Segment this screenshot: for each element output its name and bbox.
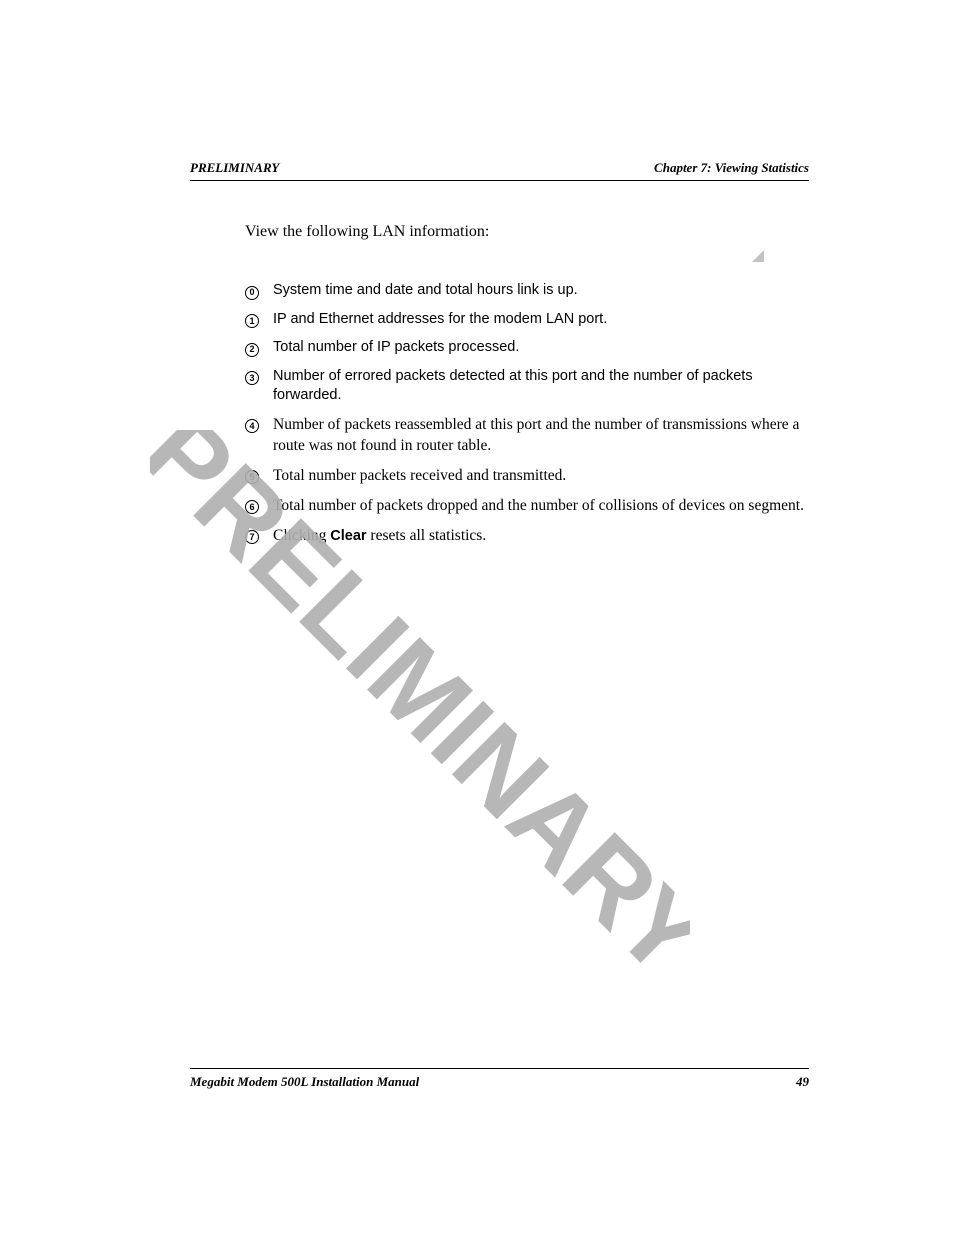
item-text: Clicking Clear resets all statistics. — [273, 526, 809, 547]
bullet-icon: 3 — [245, 367, 273, 386]
header-left-text: PRELIMINARY — [190, 160, 279, 176]
footer-left-text: Megabit Modem 500L Installation Manual — [190, 1074, 419, 1090]
bullet-icon: 5 — [245, 466, 273, 485]
info-list: 0 System time and date and total hours l… — [245, 281, 809, 546]
list-item: 2 Total number of IP packets processed. — [245, 338, 809, 358]
item-text: Total number of packets dropped and the … — [273, 496, 809, 517]
item-text: Number of errored packets detected at th… — [273, 367, 809, 406]
footer-page-number: 49 — [796, 1074, 809, 1090]
item-text: Total number packets received and transm… — [273, 466, 809, 487]
list-item: 6 Total number of packets dropped and th… — [245, 496, 809, 517]
list-item: 1 IP and Ethernet addresses for the mode… — [245, 310, 809, 330]
page-header: PRELIMINARY Chapter 7: Viewing Statistic… — [190, 160, 809, 181]
resize-handle-icon — [752, 250, 764, 262]
item-text-bold: Clear — [330, 528, 366, 544]
page-container: PRELIMINARY Chapter 7: Viewing Statistic… — [0, 0, 954, 1235]
bullet-icon: 0 — [245, 281, 273, 300]
bullet-icon: 7 — [245, 526, 273, 545]
item-text: Number of packets reassembled at this po… — [273, 415, 809, 457]
item-text-pre: Clicking — [273, 527, 330, 544]
item-text: System time and date and total hours lin… — [273, 281, 809, 301]
item-text: Total number of IP packets processed. — [273, 338, 809, 358]
bullet-icon: 4 — [245, 415, 273, 434]
list-item: 3 Number of errored packets detected at … — [245, 367, 809, 406]
bullet-icon: 2 — [245, 338, 273, 357]
bullet-icon: 1 — [245, 310, 273, 329]
list-item: 4 Number of packets reassembled at this … — [245, 415, 809, 457]
list-item: 0 System time and date and total hours l… — [245, 281, 809, 301]
item-text-post: resets all statistics. — [367, 527, 487, 544]
intro-text: View the following LAN information: — [245, 223, 809, 241]
header-right-text: Chapter 7: Viewing Statistics — [654, 160, 809, 176]
list-item: 5 Total number packets received and tran… — [245, 466, 809, 487]
page-footer: Megabit Modem 500L Installation Manual 4… — [190, 1068, 809, 1090]
bullet-icon: 6 — [245, 496, 273, 515]
item-text: IP and Ethernet addresses for the modem … — [273, 310, 809, 330]
list-item: 7 Clicking Clear resets all statistics. — [245, 526, 809, 547]
